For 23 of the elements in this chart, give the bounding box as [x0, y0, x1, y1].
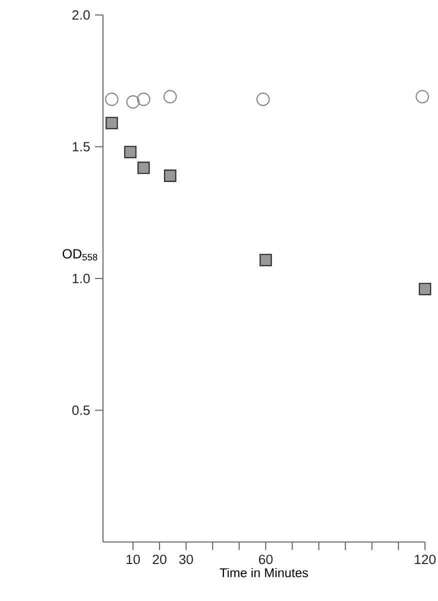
y-tick-label: 0.5: [72, 406, 90, 415]
point: [164, 170, 176, 182]
x-tick-label: 30: [179, 554, 193, 564]
x-tick-label: 20: [152, 554, 166, 564]
point: [418, 282, 432, 296]
y-tick-label: 1.0: [72, 274, 90, 284]
point: [137, 162, 150, 174]
y-tick-label: 2.0: [72, 10, 90, 20]
point: [416, 90, 430, 104]
point: [126, 95, 140, 109]
point: [106, 116, 118, 130]
point: [105, 92, 118, 106]
x-tick-label: 10: [126, 554, 140, 564]
point: [260, 254, 272, 266]
point: [136, 92, 150, 106]
x-tick-label: 60: [258, 554, 273, 564]
y-axis-title: OD$_{558}$: [62, 249, 98, 260]
y-tick-label: 1.5: [72, 142, 90, 152]
x-tick-label: 120: [414, 554, 436, 564]
point: [256, 92, 270, 106]
point: [163, 90, 177, 104]
point: [124, 146, 137, 158]
x-axis-title: Time in Minutes: [220, 568, 308, 578]
